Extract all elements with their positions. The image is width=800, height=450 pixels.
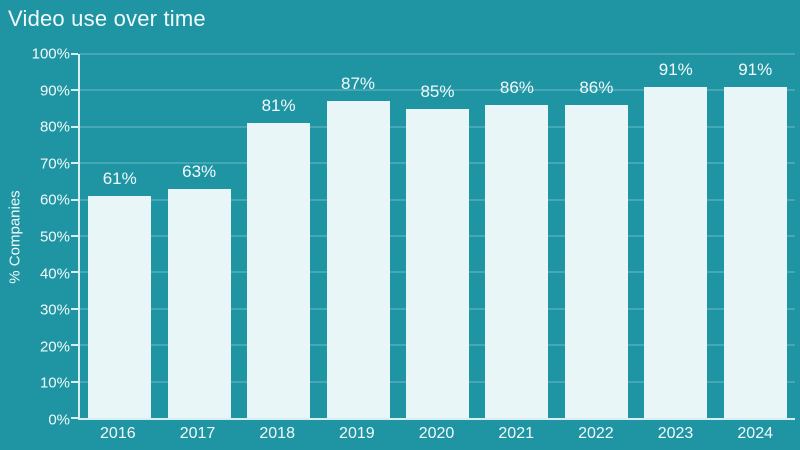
y-tick-mark xyxy=(71,271,78,274)
bar-group: 87% xyxy=(318,54,397,418)
bar-value-label: 86% xyxy=(499,77,534,97)
bar-group: 86% xyxy=(477,54,556,418)
bar-group: 91% xyxy=(636,54,715,418)
y-tick-label: 70% xyxy=(39,155,70,173)
bar-group: 63% xyxy=(159,54,238,418)
bar-value-label: 61% xyxy=(102,168,137,188)
bar xyxy=(247,123,311,418)
y-tick-label: 60% xyxy=(39,191,70,209)
y-tick-mark xyxy=(71,307,78,310)
y-tick-label: 100% xyxy=(31,45,70,63)
bar-value-label: 86% xyxy=(579,77,614,97)
x-tick-label: 2022 xyxy=(578,425,614,442)
bar xyxy=(405,108,469,418)
y-tick-mark xyxy=(71,89,78,92)
bar xyxy=(564,104,628,418)
bar-value-label: 85% xyxy=(420,81,455,101)
y-tick-label: 90% xyxy=(39,82,70,100)
bar-value-label: 91% xyxy=(658,59,693,79)
gridline xyxy=(80,89,795,91)
bar xyxy=(644,86,708,418)
bar xyxy=(723,86,787,418)
y-tick-mark xyxy=(71,417,78,419)
x-axis: 2016 2017 2018 2019 2020 2021 2022 2023 2024 xyxy=(78,425,795,443)
y-tick-label: 20% xyxy=(39,338,70,356)
gridline xyxy=(80,53,795,55)
plot-area: 61% 63% 81% 87% 85% 86% 86% 91% 91% xyxy=(71,53,795,420)
x-tick-label: 2018 xyxy=(259,425,295,442)
x-tick-label: 2020 xyxy=(418,425,455,442)
x-tick-label: 2024 xyxy=(737,425,773,442)
bar-value-label: 87% xyxy=(341,74,376,94)
bar-group: 81% xyxy=(239,54,318,418)
y-tick-label: 10% xyxy=(39,374,70,392)
y-tick-label: 40% xyxy=(39,265,70,283)
x-tick-label: 2016 xyxy=(100,425,136,442)
bars-layer: 61% 63% 81% 87% 85% 86% 86% 91% 91% xyxy=(80,54,795,418)
y-tick-mark xyxy=(71,125,78,128)
y-tick-label: 50% xyxy=(39,228,70,246)
bar-group: 91% xyxy=(716,54,795,418)
bar-group: 85% xyxy=(398,54,477,418)
x-tick-label: 2021 xyxy=(498,425,534,442)
y-tick-mark xyxy=(71,198,78,201)
bar-group: 61% xyxy=(80,54,159,418)
y-tick-label: 80% xyxy=(39,118,70,136)
y-tick-label: 30% xyxy=(39,301,70,319)
bar-value-label: 81% xyxy=(261,96,296,116)
y-tick-mark xyxy=(71,53,78,55)
bar xyxy=(88,195,152,418)
y-tick-mark xyxy=(71,380,78,383)
bar xyxy=(167,188,231,418)
x-tick-label: 2019 xyxy=(339,425,375,442)
x-tick-label: 2023 xyxy=(657,425,694,442)
y-tick-mark xyxy=(71,162,78,165)
x-tick-label: 2017 xyxy=(179,425,216,442)
bar-group: 86% xyxy=(557,54,636,418)
y-tick-label: 0% xyxy=(48,411,70,429)
y-tick-mark xyxy=(71,235,78,237)
y-axis: 0% 10% 20% 30% 40% 50% 60% 70% 80% 90% 100% xyxy=(0,46,70,429)
bar-value-label: 91% xyxy=(738,59,773,79)
bar xyxy=(326,101,390,418)
chart-title: Video use over time xyxy=(8,6,206,31)
bar xyxy=(485,104,549,418)
bar-value-label: 63% xyxy=(182,161,217,181)
y-tick-mark xyxy=(71,344,78,347)
